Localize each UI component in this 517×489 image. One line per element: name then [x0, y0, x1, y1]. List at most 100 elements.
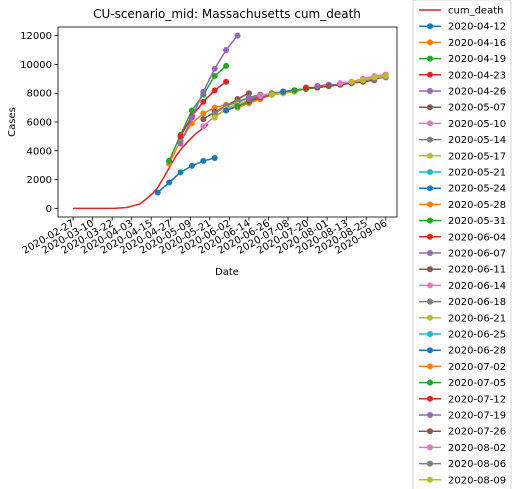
- legend-entry: 2020-07-02: [419, 362, 506, 373]
- data-point: [382, 72, 389, 79]
- legend-entry: 2020-06-25: [419, 330, 506, 341]
- legend-swatch-marker: [427, 444, 433, 451]
- plot-frame: [57, 26, 398, 218]
- data-point: [280, 88, 287, 95]
- legend-entry: 2020-05-14: [419, 135, 506, 146]
- data-point: [166, 179, 173, 186]
- series-2020-04-26: [177, 32, 241, 147]
- y-tick-label: 8000: [27, 89, 52, 100]
- data-point: [223, 62, 230, 69]
- legend-entry: 2020-05-21: [419, 168, 506, 179]
- legend-label: 2020-04-16: [448, 38, 506, 49]
- legend-entry: 2020-05-17: [419, 151, 506, 162]
- series-cum_death: [73, 123, 209, 210]
- legend-swatch-marker: [427, 250, 433, 256]
- legend-swatch-marker: [427, 412, 433, 418]
- legend-entry: 2020-06-07: [419, 249, 506, 260]
- legend-label: 2020-06-04: [448, 232, 506, 243]
- legend-entry: 2020-06-28: [419, 346, 506, 357]
- data-point: [211, 72, 218, 79]
- legend-entry: 2020-07-05: [419, 378, 506, 389]
- legend-entry: 2020-08-06: [419, 459, 506, 470]
- legend-label: 2020-06-28: [448, 346, 506, 357]
- data-point: [234, 103, 241, 110]
- legend-entry: 2020-04-16: [419, 38, 506, 49]
- data-point: [223, 47, 230, 54]
- data-point: [200, 88, 207, 95]
- legend-swatch-marker: [427, 347, 433, 354]
- legend-entry: 2020-07-12: [419, 394, 506, 405]
- data-point: [211, 87, 218, 94]
- data-point: [325, 83, 332, 90]
- legend: cum_death 2020-04-12 2020-04-16 2020-04-19 2…: [412, 0, 512, 489]
- data-point: [177, 140, 184, 147]
- data-point: [245, 90, 252, 97]
- legend-label: 2020-05-28: [448, 200, 506, 211]
- legend-swatch-marker: [427, 428, 433, 435]
- legend-swatch-marker: [427, 379, 433, 386]
- data-point: [211, 104, 218, 111]
- y-tick-label: 0: [46, 204, 52, 215]
- data-point: [211, 110, 218, 117]
- legend-swatch-marker: [427, 185, 433, 192]
- legend-label: 2020-08-09: [448, 475, 506, 486]
- data-point: [371, 74, 378, 81]
- data-point: [268, 91, 275, 98]
- legend-swatch-marker: [427, 217, 433, 224]
- legend-entry: 2020-08-09: [419, 475, 506, 486]
- legend-swatch-marker: [427, 460, 433, 467]
- series-line: [179, 35, 239, 144]
- legend-label: 2020-06-14: [448, 281, 506, 292]
- legend-entry: 2020-05-28: [419, 200, 506, 211]
- legend-label: 2020-05-17: [448, 151, 506, 162]
- data-point: [234, 32, 241, 39]
- series-line: [351, 75, 386, 83]
- legend-swatch-marker: [427, 201, 433, 208]
- legend-entry: 2020-07-19: [419, 411, 506, 422]
- legend-swatch-marker: [427, 169, 433, 175]
- series-line: [73, 123, 209, 210]
- legend-swatch-marker: [427, 266, 433, 273]
- y-tick-label: 12000: [20, 31, 52, 42]
- legend-label: 2020-04-12: [448, 22, 506, 33]
- legend-entry: 2020-06-14: [419, 281, 506, 292]
- y-axis-label: Cases: [7, 107, 18, 137]
- legend-label: 2020-05-10: [448, 119, 506, 130]
- legend-entry: 2020-04-12: [419, 22, 506, 33]
- legend-label: 2020-06-21: [448, 313, 506, 324]
- data-point: [257, 93, 264, 100]
- legend-label: 2020-05-21: [448, 168, 506, 179]
- y-tick-label: 2000: [27, 175, 52, 186]
- data-point: [188, 107, 195, 114]
- legend-label: 2020-06-11: [448, 265, 506, 276]
- legend-label: cum_death: [448, 6, 503, 17]
- data-point: [211, 65, 218, 72]
- x-axis-label: Date: [215, 267, 239, 278]
- legend-entry: cum_death: [419, 6, 503, 17]
- data-point: [223, 107, 230, 114]
- data-point: [223, 78, 230, 85]
- legend-label: 2020-07-05: [448, 378, 506, 389]
- y-tick-label: 10000: [20, 60, 52, 71]
- legend-swatch-marker: [427, 476, 433, 483]
- legend-label: 2020-08-06: [448, 459, 506, 470]
- legend-label: 2020-06-07: [448, 249, 506, 260]
- data-point: [177, 169, 184, 176]
- legend-label: 2020-07-12: [448, 394, 506, 405]
- legend-entry: 2020-06-21: [419, 313, 506, 324]
- data-point: [211, 114, 218, 121]
- legend-swatch-marker: [427, 314, 433, 321]
- legend-swatch-marker: [427, 298, 433, 305]
- legend-label: 2020-06-18: [448, 297, 506, 308]
- legend-label: 2020-08-02: [448, 443, 506, 454]
- data-point: [166, 157, 173, 164]
- legend-entry: 2020-07-26: [419, 427, 506, 438]
- legend-swatch-marker: [427, 331, 433, 337]
- legend-label: 2020-05-31: [448, 216, 506, 227]
- y-tick-label: 4000: [27, 146, 52, 157]
- legend-swatch-marker: [427, 233, 433, 240]
- legend-swatch-marker: [427, 282, 433, 289]
- data-point: [200, 123, 207, 130]
- data-point: [200, 98, 207, 105]
